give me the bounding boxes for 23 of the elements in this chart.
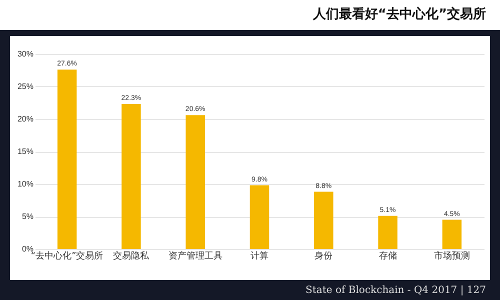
y-tick-label: 30% [17,50,34,58]
bar [314,192,334,249]
x-tick-label: 身份 [314,250,333,262]
y-tick-label: 15% [17,147,34,156]
y-tick-label: 5% [22,212,34,221]
x-tick-label: 交易隐私 [113,250,150,262]
bar [122,104,141,249]
y-tick-label: 25% [17,82,34,91]
x-tick-label: 计算 [250,250,268,262]
bar [442,220,462,249]
y-tick-label: 0% [22,244,34,254]
x-tick-label: 资产管理工具 [168,250,222,262]
bar [57,70,77,249]
bar [186,115,205,249]
text: State of Blockchain - Q4 2017 | 127 [304,284,487,298]
x-tick-label: 存储 [378,250,397,262]
chart-title: 人们最看好“去中心化”交易所 [312,6,487,24]
x-tick-label: “去中心化”交易所 [30,250,104,262]
y-tick-label: 20% [17,114,34,124]
x-tick-label: 市场预测 [434,250,470,262]
y-tick-label: 10% [17,180,34,188]
bar [250,185,270,249]
bar [378,216,398,249]
